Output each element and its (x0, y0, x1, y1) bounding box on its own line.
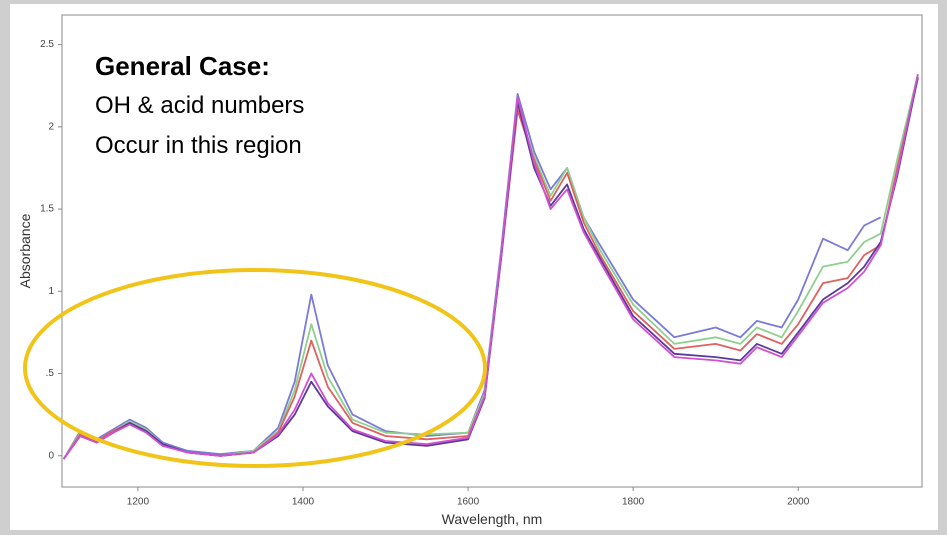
y-tick-label: 2 (48, 121, 54, 132)
y-tick-label: 2.5 (40, 39, 54, 50)
y-tick-label: .5 (46, 368, 55, 379)
y-axis-label: Absorbance (17, 213, 33, 288)
annotation-title: General Case: (95, 51, 270, 81)
x-axis-label: Wavelength, nm (442, 511, 543, 527)
y-tick-label: 1.5 (40, 204, 54, 215)
x-tick-label: 1800 (622, 497, 645, 508)
y-tick-label: 0 (48, 450, 54, 461)
annotation: Occur in this region (95, 132, 302, 159)
y-tick-label: 1 (48, 286, 54, 297)
x-tick-label: 1600 (457, 497, 480, 508)
plot-area (61, 14, 923, 488)
spectrum-line (62, 74, 919, 460)
x-tick-label: 2000 (787, 497, 810, 508)
annotation: OH & acid numbers (95, 92, 304, 119)
x-tick-label: 1200 (127, 497, 150, 508)
highlight-ellipse (23, 268, 487, 468)
x-tick-label: 1400 (292, 497, 315, 508)
